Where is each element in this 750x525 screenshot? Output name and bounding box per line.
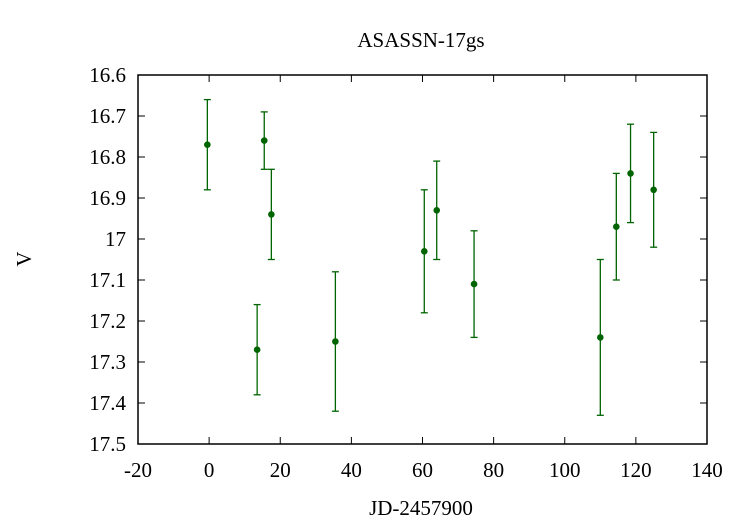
x-tick-label: 120 bbox=[620, 458, 652, 482]
data-point bbox=[267, 168, 275, 261]
data-marker bbox=[597, 334, 604, 341]
y-tick-label: 16.6 bbox=[89, 63, 126, 87]
data-point bbox=[627, 123, 635, 224]
data-point bbox=[331, 271, 339, 412]
chart-title: ASASSN-17gs bbox=[357, 28, 484, 52]
data-marker bbox=[627, 170, 634, 177]
data-marker bbox=[470, 280, 478, 288]
data-marker bbox=[433, 207, 441, 214]
y-tick-label: 16.8 bbox=[89, 145, 126, 169]
data-point bbox=[650, 131, 658, 248]
x-tick-label: 60 bbox=[412, 458, 433, 482]
x-axis-label: JD-2457900 bbox=[369, 496, 473, 520]
x-tick-label: 20 bbox=[270, 458, 291, 482]
x-tick-label: 0 bbox=[204, 458, 215, 482]
data-point bbox=[612, 172, 620, 281]
data-series bbox=[203, 98, 658, 416]
y-tick-label: 17.3 bbox=[89, 350, 126, 374]
data-point bbox=[433, 160, 441, 261]
y-tick-label: 17.2 bbox=[89, 309, 126, 333]
data-marker bbox=[204, 141, 211, 148]
axes: -20 0 20 40 60 80 100 120 140 16.6 16.7 16.8 16.9 17 1… bbox=[89, 63, 723, 482]
data-marker bbox=[650, 186, 657, 194]
data-marker bbox=[260, 137, 268, 144]
data-marker bbox=[613, 223, 620, 230]
y-tick-label: 17 bbox=[105, 227, 126, 251]
y-tick-label: 17.5 bbox=[89, 432, 126, 456]
y-tick-label: 16.9 bbox=[89, 186, 126, 210]
data-marker bbox=[420, 248, 428, 255]
data-point bbox=[260, 111, 268, 170]
y-tick-label: 17.4 bbox=[89, 391, 126, 415]
data-marker bbox=[332, 338, 339, 345]
data-point bbox=[253, 303, 261, 396]
data-point bbox=[420, 189, 428, 314]
y-axis-label: V bbox=[12, 251, 36, 266]
data-marker bbox=[253, 346, 261, 354]
x-tick-label: 40 bbox=[341, 458, 362, 482]
y-tick-label: 16.7 bbox=[89, 104, 126, 128]
x-tick-label: 100 bbox=[549, 458, 581, 482]
x-tick-label: 80 bbox=[483, 458, 504, 482]
data-point bbox=[470, 230, 478, 339]
data-marker bbox=[268, 211, 275, 218]
data-point bbox=[203, 98, 211, 191]
y-tick-label: 17.1 bbox=[89, 268, 126, 292]
plot-frame bbox=[137, 74, 708, 445]
x-tick-label: -20 bbox=[124, 458, 152, 482]
data-point bbox=[596, 258, 604, 416]
x-tick-label: 140 bbox=[691, 458, 723, 482]
